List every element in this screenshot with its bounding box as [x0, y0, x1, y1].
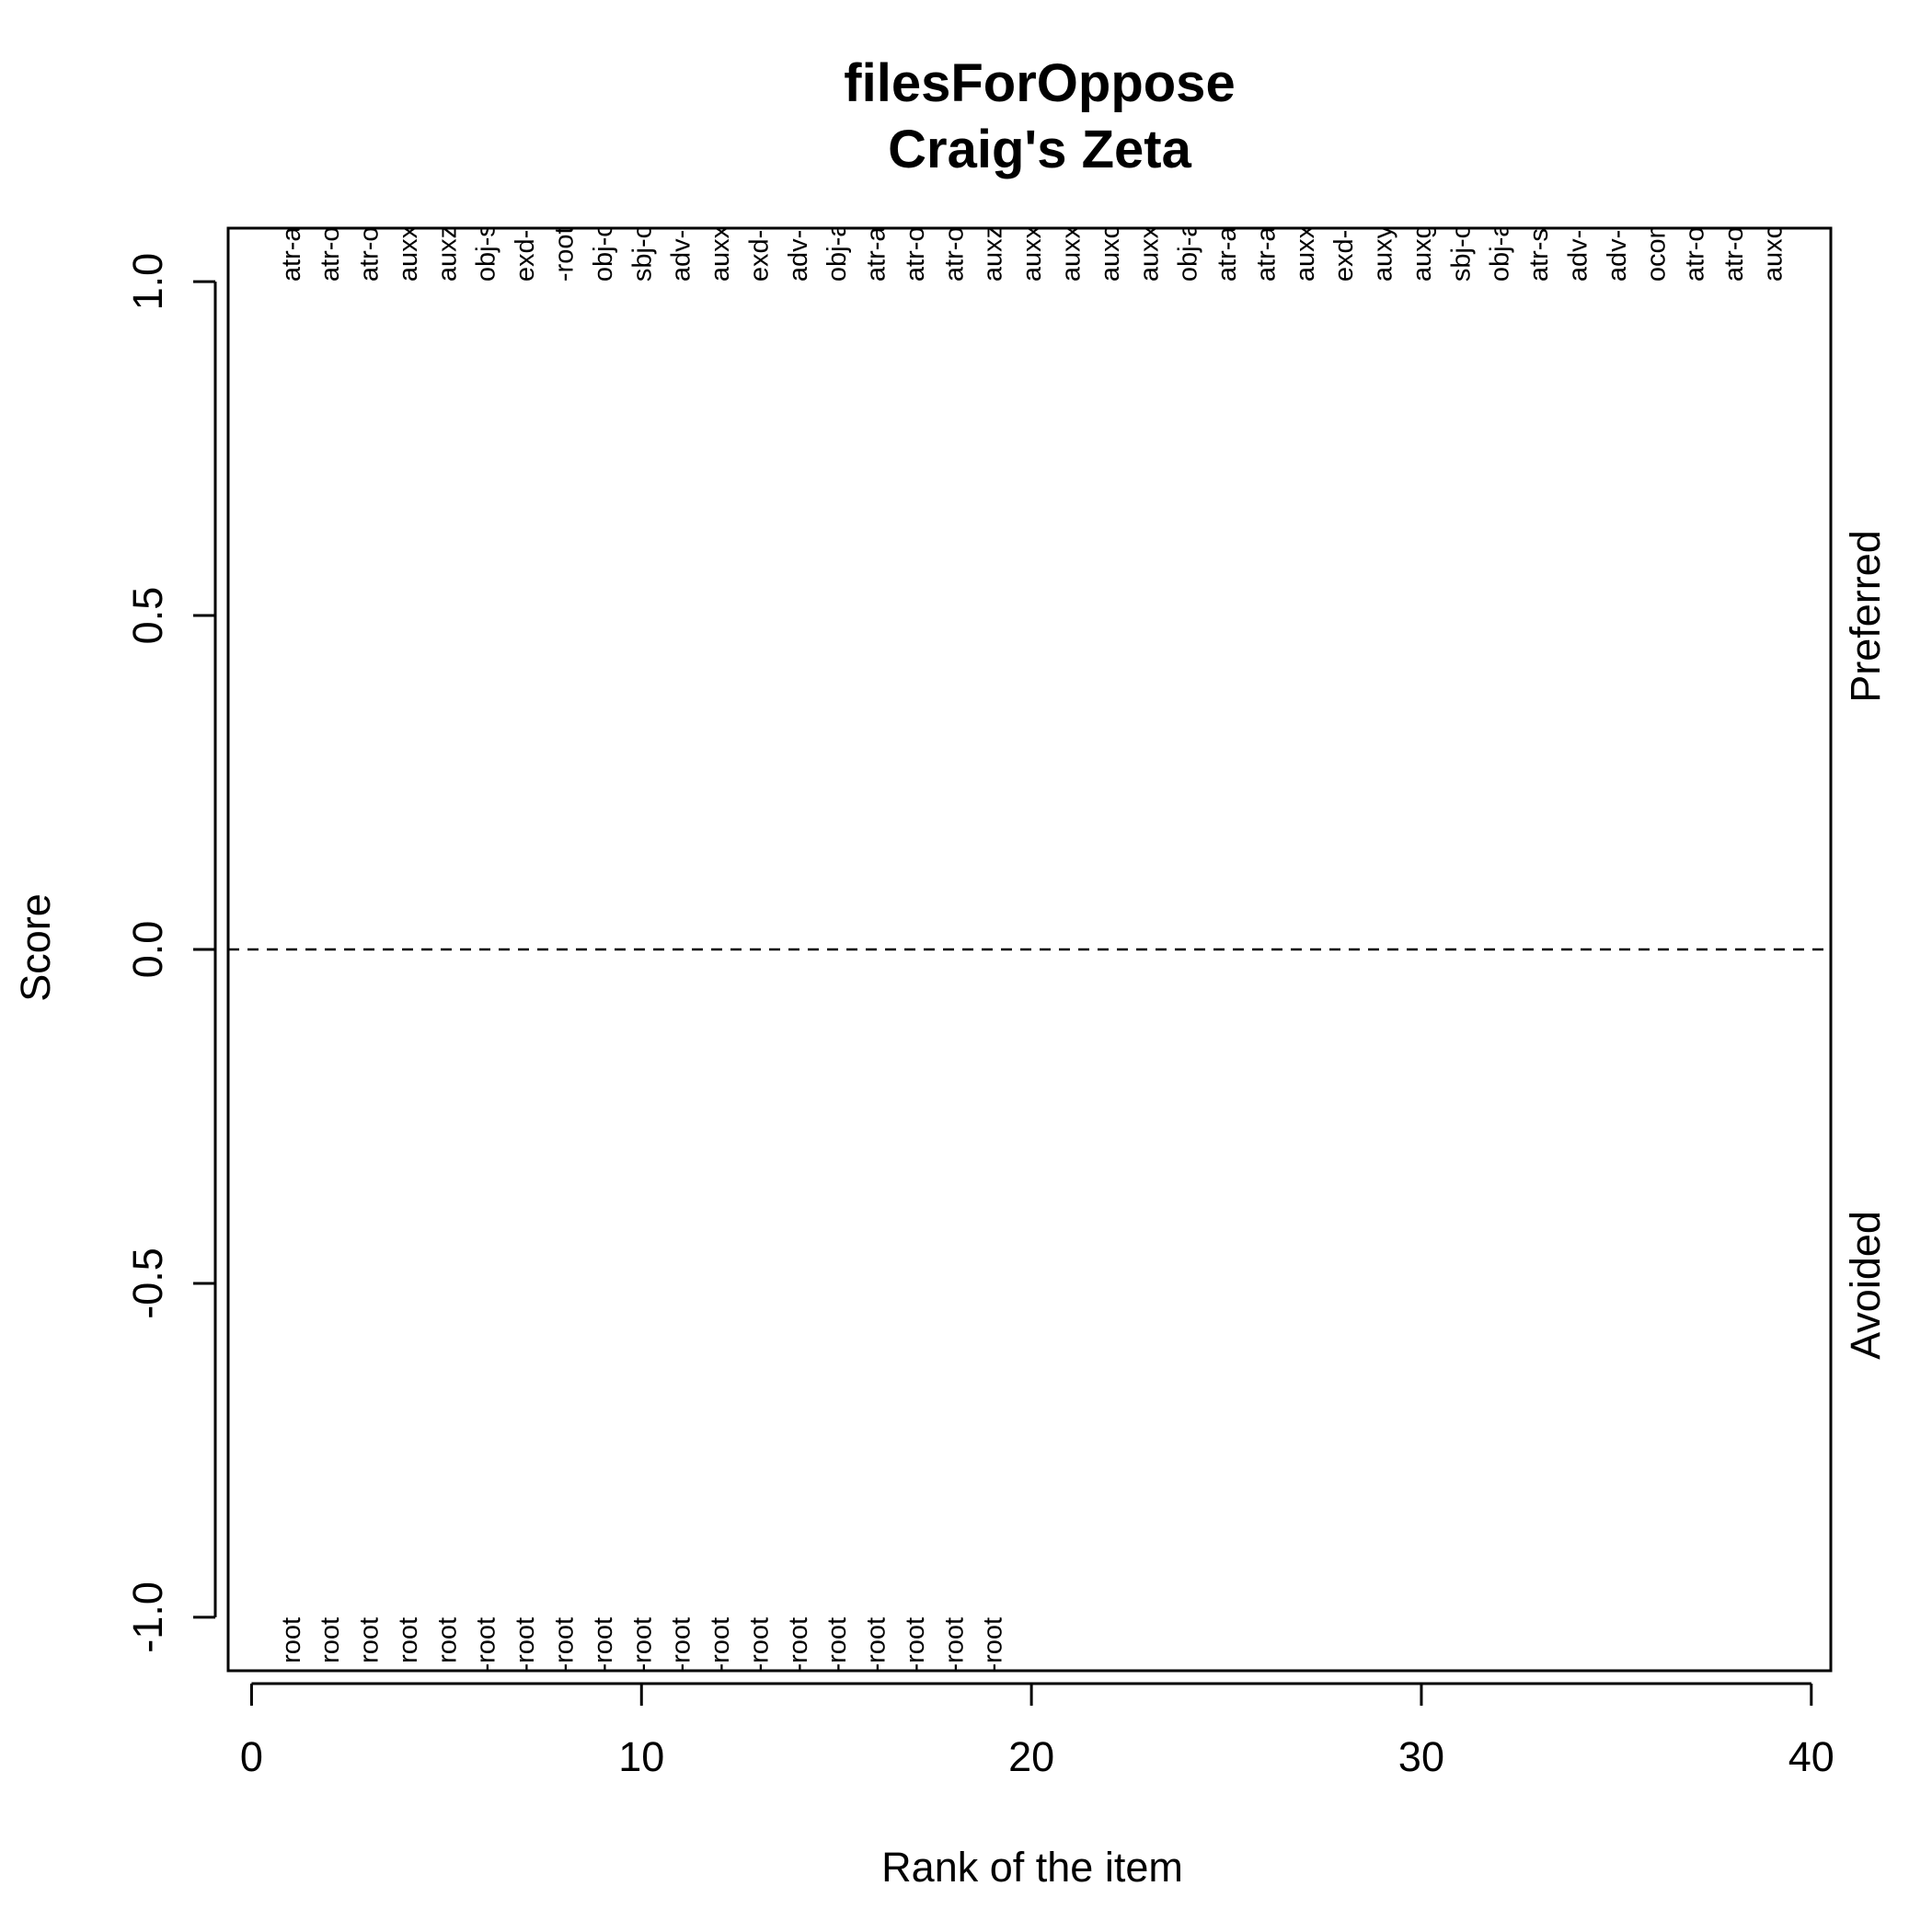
preferred-item-label: sbj-obj-co-coord-pred-root	[1446, 0, 1476, 282]
avoided-item-label: root	[316, 1617, 345, 1663]
x-tick-label: 0	[240, 1733, 263, 1780]
avoided-item-label: co-coord-auxp-pred-co-coord-root	[979, 1617, 1008, 1932]
preferred-item-label: obj-obj-auxc-pred-root	[589, 19, 618, 282]
chart-subtitle: Craig's Zeta	[888, 120, 1191, 179]
preferred-item-label: obj-adv-co-coord-auxc-pred-root	[1486, 0, 1515, 282]
preferred-item-label: atr-obj-sbj-co-coord-root	[355, 0, 385, 282]
y-tick-label: 0.0	[124, 921, 171, 979]
preferred-item-label: auxx-exd-coord-root	[706, 43, 735, 282]
preferred-item-label: sbj-obj-auxc-pred-root	[627, 20, 657, 282]
avoided-item-label: pred-root	[550, 1617, 580, 1726]
avoided-item-label: co-coord-pred-co-coord-root	[939, 1617, 969, 1932]
avoided-item-label: pred-co-coord-pred-root	[744, 1617, 774, 1901]
preferred-item-label: atr-adv-auxp-obj-co-coord-root	[1213, 0, 1242, 282]
preferred-item-label: auxx-auxz-obj-pred-root	[394, 0, 423, 282]
preferred-item-label: atr-obj-pred-coord-root	[316, 13, 345, 282]
avoided-item-label: pred-root	[511, 1617, 540, 1726]
x-tick-label: 10	[618, 1733, 664, 1780]
x-tick-label: 30	[1398, 1733, 1444, 1780]
x-tick-label: 40	[1788, 1733, 1834, 1780]
preferred-item-label: atr-atr-pnom-pred-root	[1251, 17, 1281, 282]
avoided-item-label: sbj-pred-root	[589, 1617, 618, 1768]
y-tick-label: -1.0	[124, 1581, 171, 1653]
preferred-item-label: atr-auxx-pred-coord-root	[277, 0, 306, 282]
preferred-item-label: obj-sbj-coord-root	[472, 73, 501, 282]
preferred-item-label: auxc-coord-pred-root	[1096, 32, 1125, 282]
y-axis: -1.0 -0.5 0.0 0.5 1.0	[124, 253, 217, 1653]
preferred-item-label: exd-root	[511, 184, 540, 282]
avoided-item-label: sbj-pred-co-coord-root	[784, 1617, 813, 1881]
preferred-item-label: auxx-root	[1291, 170, 1320, 282]
preferred-item-label: -root	[550, 226, 580, 282]
avoided-item-label: root	[394, 1617, 423, 1663]
preferred-item-label: adv-adv-co-coord-auxc-pred-root	[1603, 0, 1632, 282]
preferred-item-label: atr-sbj-obj-co-coord-pred-root	[1524, 0, 1554, 282]
avoided-item-label: auxp-pred-root	[627, 1617, 657, 1792]
x-axis-label: Rank of the item	[881, 1844, 1183, 1891]
preferred-item-label: adv-co-coord-auxc-pred-root	[784, 0, 813, 282]
avoided-item-label: adv-pred-co-coord-root	[822, 1617, 852, 1891]
x-axis: 0 10 20 30 40	[240, 1682, 1834, 1780]
preferred-item-label: auxx-adv-co-coord-auxc-pred-root	[1057, 0, 1087, 282]
preferred-item-label: atr-obj-auxp-pred-co-coord-root	[1681, 0, 1710, 282]
preferred-item-label: auxz-exd-pred-root	[432, 56, 462, 282]
avoided-item-label: root	[432, 1617, 462, 1663]
preferred-item-label: obj-auxc-pred-root	[822, 63, 852, 282]
y-axis-label: Score	[12, 893, 59, 1002]
preferred-item-label: adv-co-auxp-coord-pred-root	[1564, 0, 1593, 282]
avoided-item-label: obj-co-coord-pred-root	[901, 1617, 930, 1883]
item-labels: atr-auxx-pred-coord-root atr-obj-pred-coo…	[277, 0, 1788, 1932]
y-tick-label: -0.5	[124, 1248, 171, 1319]
avoided-item-label: adv-pred-co-coord-root	[862, 1617, 891, 1891]
preferred-item-label: auxx-exd-pred-root	[1134, 56, 1164, 282]
preferred-item-label: auxx-auxc-adv-pred-root	[1018, 0, 1047, 282]
avoided-item-label: root	[277, 1617, 306, 1663]
preferred-item-label: auxz-exd-pred-root	[979, 56, 1008, 282]
preferred-side-label: Preferred	[1842, 530, 1889, 703]
plot-frame	[226, 226, 1833, 1673]
preferred-item-label: auxg-pred-root	[1408, 107, 1437, 282]
y-tick-label: 1.0	[124, 253, 171, 311]
preferred-item-label: exd-coord-root	[744, 108, 774, 282]
preferred-item-label: auxc-adv-pred-co-coord-root	[1758, 0, 1788, 282]
preferred-item-label: exd-pred-root	[1329, 121, 1359, 282]
preferred-item-label: atr-obj-auxp-obj-pred-root	[901, 0, 930, 282]
avoided-item-label: root	[355, 1617, 385, 1663]
preferred-item-label: auxy-obj-pred-root	[1369, 63, 1398, 282]
avoided-item-label: pred-root	[472, 1617, 501, 1726]
preferred-item-label: atr-obj-adv-co-coord-root	[939, 0, 969, 282]
avoided-item-label: adv-adv-pred-root	[706, 1617, 735, 1830]
avoided-item-label: pred-co-coord-root	[667, 1617, 696, 1838]
avoided-side-label: Avoided	[1842, 1211, 1889, 1360]
x-tick-label: 20	[1008, 1733, 1054, 1780]
preferred-item-label: obj-auxp-obj-pred-co-coord-root	[1174, 0, 1203, 282]
preferred-item-label: atr-adv-co-auxp-coord-root	[862, 0, 891, 282]
preferred-item-label: atr-obj-sbj-co-coord-pred-root	[1719, 0, 1749, 282]
chart-title: filesForOppose	[844, 53, 1235, 113]
preferred-item-label: ocomp-pred-root	[1641, 85, 1671, 282]
y-tick-label: 0.5	[124, 587, 171, 645]
preferred-item-label: adv-adv-auxc-pred-root	[667, 5, 696, 282]
